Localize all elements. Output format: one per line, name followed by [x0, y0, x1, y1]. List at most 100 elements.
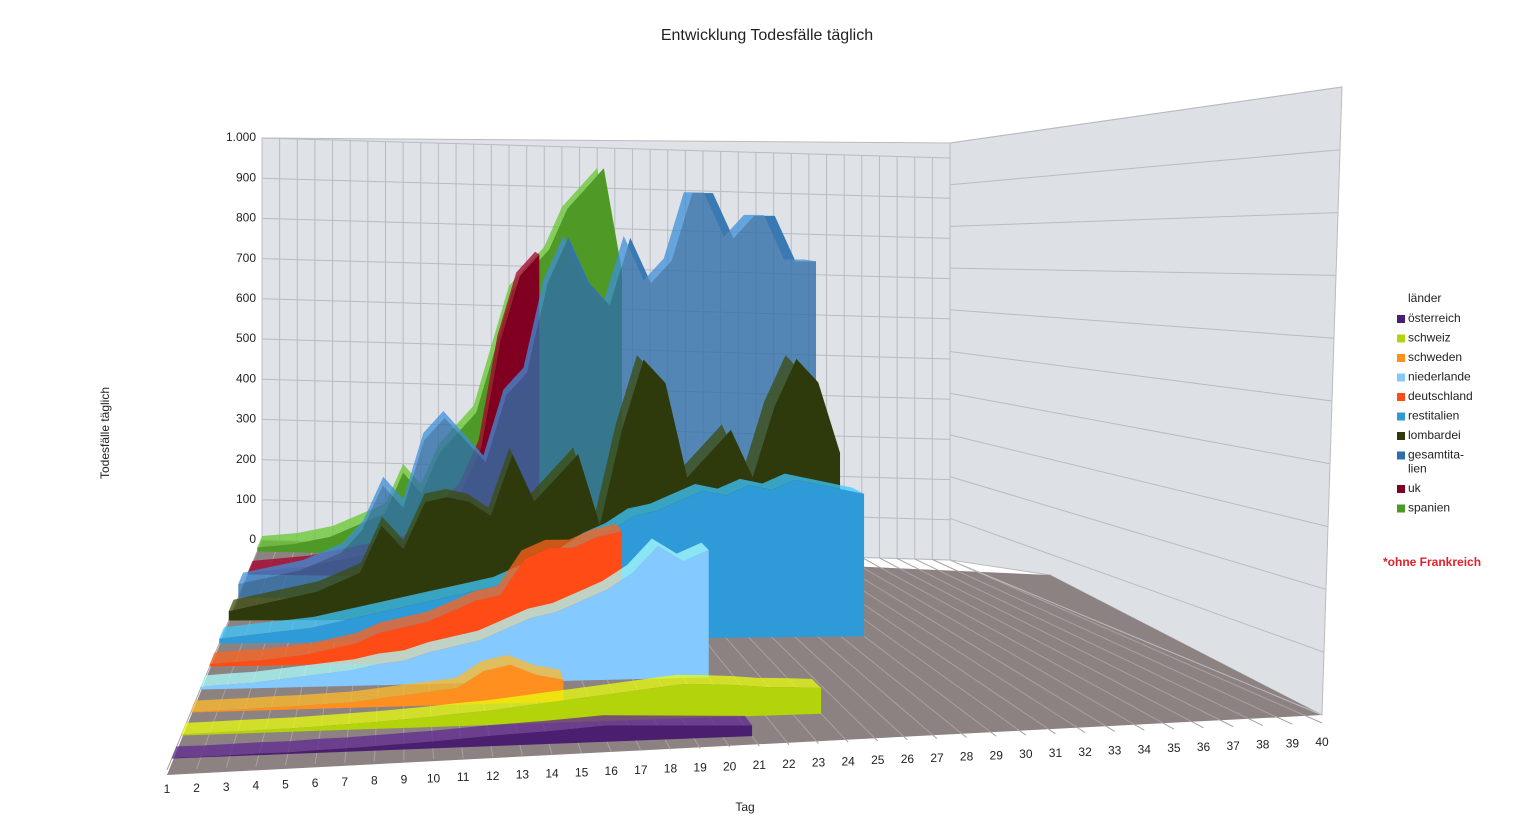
- ribbon-top: [171, 715, 753, 758]
- x-tick-label: 9: [401, 773, 408, 787]
- y-tick-label: 200: [236, 452, 256, 466]
- x-axis-label: Tag: [735, 800, 754, 814]
- x-tick-label: 11: [457, 770, 470, 784]
- x-tick-label: 15: [575, 765, 589, 779]
- x-tick-label: 35: [1167, 741, 1181, 755]
- x-tick-label: 27: [930, 751, 944, 765]
- legend-swatch: [1397, 393, 1405, 401]
- area: [181, 684, 822, 736]
- y-tick-label: 100: [236, 492, 256, 506]
- ribbon-top: [228, 355, 841, 612]
- floor-grid-line: [932, 559, 1293, 725]
- legend-swatch: [1397, 373, 1405, 382]
- legend-label: deutschland: [1408, 389, 1473, 403]
- x-tick-label: 34: [1138, 742, 1152, 756]
- x-tick-label: 20: [723, 759, 737, 773]
- x-tick-label: 30: [1019, 747, 1033, 761]
- y-tick-label: 1.000: [226, 130, 256, 144]
- annotation: *ohne Frankreich: [1383, 555, 1481, 569]
- legend-label: restitalien: [1408, 409, 1459, 423]
- x-tick-label: 7: [341, 775, 348, 789]
- ribbon-top: [181, 674, 822, 735]
- legend-swatch: [1397, 354, 1405, 362]
- x-tick-label: 40: [1315, 735, 1329, 749]
- legend-swatch: [1397, 485, 1405, 493]
- ribbon-top: [209, 523, 622, 664]
- y-axis-label: Todesfälle täglich: [98, 387, 112, 479]
- x-tick-label: 5: [282, 777, 289, 791]
- floor-grid-line: [896, 558, 1234, 728]
- wall-line: [949, 351, 1333, 402]
- x-tick-label: 36: [1197, 740, 1211, 754]
- area: [200, 545, 709, 690]
- legend-swatch: [1397, 334, 1405, 343]
- grid-line: [261, 137, 951, 159]
- x-tick-label: 8: [371, 774, 378, 788]
- legend-label: uk: [1408, 481, 1422, 495]
- x-tick-label: 4: [253, 779, 260, 793]
- wall-line: [949, 434, 1329, 528]
- wall-line: [949, 149, 1341, 186]
- floor-grid-line: [914, 558, 1263, 726]
- ribbon-top: [200, 538, 709, 687]
- x-tick-label: 14: [545, 767, 559, 781]
- y-tick-label: 400: [236, 371, 256, 385]
- legend-label: niederlande: [1408, 370, 1471, 384]
- floor-grid-line: [861, 556, 1175, 730]
- x-tick-label: 13: [516, 768, 530, 782]
- legend-label: österreich: [1408, 311, 1461, 325]
- wall-line: [949, 86, 1343, 144]
- y-tick-label: 900: [236, 170, 256, 184]
- floor-grid-line: [826, 555, 1115, 732]
- x-tick-label: 32: [1078, 745, 1092, 759]
- legend-label: schweiz: [1408, 331, 1451, 345]
- wall-line: [949, 517, 1325, 653]
- x-tick-label: 24: [841, 754, 855, 768]
- x-tick-label: 26: [901, 752, 915, 766]
- legend-label: schweden: [1408, 350, 1462, 364]
- legend-swatch: [1397, 451, 1405, 460]
- wall-line: [949, 392, 1331, 465]
- x-tick-label: 39: [1286, 736, 1300, 750]
- x-tick-label: 12: [486, 769, 500, 783]
- x-tick-label: 1: [164, 782, 171, 796]
- legend-swatch: [1397, 504, 1405, 513]
- legend-title: länder: [1408, 291, 1441, 305]
- legend-label: lombardei: [1408, 428, 1461, 442]
- y-tick-label: 300: [236, 412, 256, 426]
- legend-label: gesamtita-lien: [1408, 448, 1464, 476]
- wall-line: [949, 476, 1327, 590]
- y-tick-label: 700: [236, 251, 256, 265]
- x-tick-label: 28: [960, 750, 974, 764]
- wall-line: [949, 559, 1323, 716]
- legend-swatch: [1397, 412, 1405, 421]
- legend-swatch: [1397, 315, 1405, 323]
- x-tick-label: 31: [1049, 746, 1063, 760]
- floor-grid-line: [949, 559, 1323, 724]
- wall-line: [949, 309, 1335, 339]
- wall-line: [949, 267, 1337, 276]
- wall-line: [949, 212, 1339, 227]
- x-tick-label: 18: [664, 762, 678, 776]
- x-tick-label: 19: [693, 760, 707, 774]
- legend-label: spanien: [1408, 501, 1450, 515]
- y-tick-label: 0: [249, 532, 256, 546]
- area: [190, 664, 564, 713]
- ribbon-top: [190, 654, 564, 712]
- x-tick-label: 37: [1226, 739, 1240, 753]
- y-tick-label: 500: [236, 331, 256, 345]
- y-tick-label: 600: [236, 291, 256, 305]
- x-tick-label: 21: [753, 758, 767, 772]
- x-tick-label: 3: [223, 780, 230, 794]
- area: [171, 725, 753, 759]
- x-tick-label: 38: [1256, 738, 1270, 752]
- x-tick-label: 2: [193, 781, 200, 795]
- x-tick-label: 17: [634, 763, 648, 777]
- x-tick-label: 16: [605, 764, 619, 778]
- x-tick-label: 29: [990, 748, 1004, 762]
- x-tick-label: 22: [782, 757, 796, 771]
- x-tick-label: 6: [312, 776, 319, 790]
- x-tick-label: 23: [812, 756, 826, 770]
- floor-grid-line: [879, 557, 1204, 729]
